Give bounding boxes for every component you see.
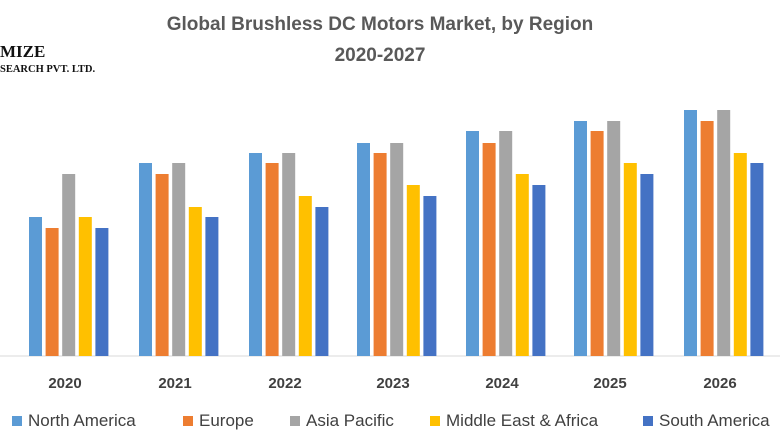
legend-swatch (643, 416, 653, 426)
bar-north-america-2025 (574, 121, 587, 356)
bar-europe-2021 (155, 174, 169, 356)
bar-south-america-2020 (95, 228, 109, 356)
bar-europe-2020 (45, 228, 59, 356)
x-tick-label: 2025 (593, 375, 626, 392)
legend-swatch (290, 416, 300, 426)
bar-asia-pacific-2026 (717, 110, 731, 356)
bar-north-america-2020 (29, 217, 42, 356)
legend-label: Asia Pacific (306, 411, 394, 430)
bar-middle-east-africa-2025 (623, 163, 637, 356)
x-tick-label: 2020 (48, 375, 81, 392)
x-tick-label: 2022 (268, 375, 301, 392)
bar-south-america-2024 (532, 185, 546, 356)
bar-europe-2023 (373, 153, 387, 356)
bar-south-america-2023 (423, 196, 437, 356)
legend-swatch (12, 416, 22, 426)
plot-area: 2020 2021 2022 2023 2024 2025 2026 (0, 110, 780, 392)
bar-south-america-2025 (640, 174, 654, 356)
bar-middle-east-africa-2026 (733, 153, 747, 356)
bar-south-america-2026 (750, 163, 764, 356)
bar-asia-pacific-2025 (607, 121, 621, 356)
chart-subtitle: 2020-2027 (334, 45, 426, 66)
bar-asia-pacific-2023 (390, 143, 404, 356)
chart-title: Global Brushless DC Motors Market, by Re… (166, 14, 594, 35)
bar-south-america-2021 (205, 217, 219, 356)
bar-europe-2026 (700, 121, 714, 356)
bar-south-america-2022 (315, 207, 329, 356)
legend-label: North America (28, 411, 136, 430)
bar-north-america-2024 (466, 131, 479, 356)
x-tick-label: 2026 (703, 375, 736, 392)
legend-swatch (183, 416, 193, 426)
bar-north-america-2021 (139, 163, 152, 356)
bar-middle-east-africa-2024 (515, 174, 529, 356)
bar-middle-east-africa-2022 (298, 196, 312, 356)
bar-asia-pacific-2022 (282, 153, 296, 356)
legend-item: Asia Pacific (290, 411, 394, 431)
bar-asia-pacific-2020 (62, 174, 76, 356)
x-tick-label: 2024 (485, 375, 519, 392)
x-tick-label: 2023 (376, 375, 409, 392)
bar-north-america-2026 (684, 110, 697, 356)
bar-europe-2025 (590, 131, 604, 356)
logo-text: MIZE (0, 42, 46, 61)
bar-middle-east-africa-2023 (406, 185, 420, 356)
legend-swatch (430, 416, 440, 426)
bar-europe-2024 (482, 143, 496, 356)
legend-label: Middle East & Africa (446, 411, 599, 430)
legend-item: South America (643, 411, 770, 431)
bar-middle-east-africa-2021 (188, 207, 202, 356)
legend-label: Europe (199, 411, 254, 430)
legend-item: Middle East & Africa (430, 411, 598, 431)
legend-item: Europe (183, 411, 254, 431)
logo-subtext: SEARCH PVT. LTD. (0, 64, 96, 75)
bar-north-america-2022 (249, 153, 262, 356)
bar-asia-pacific-2024 (499, 131, 513, 356)
bar-europe-2022 (265, 163, 279, 356)
x-tick-label: 2021 (158, 375, 191, 392)
legend-label: South America (659, 411, 770, 430)
bar-middle-east-africa-2020 (78, 217, 92, 356)
bar-asia-pacific-2021 (172, 163, 186, 356)
legend-item: North America (12, 411, 136, 431)
bar-north-america-2023 (357, 143, 370, 356)
